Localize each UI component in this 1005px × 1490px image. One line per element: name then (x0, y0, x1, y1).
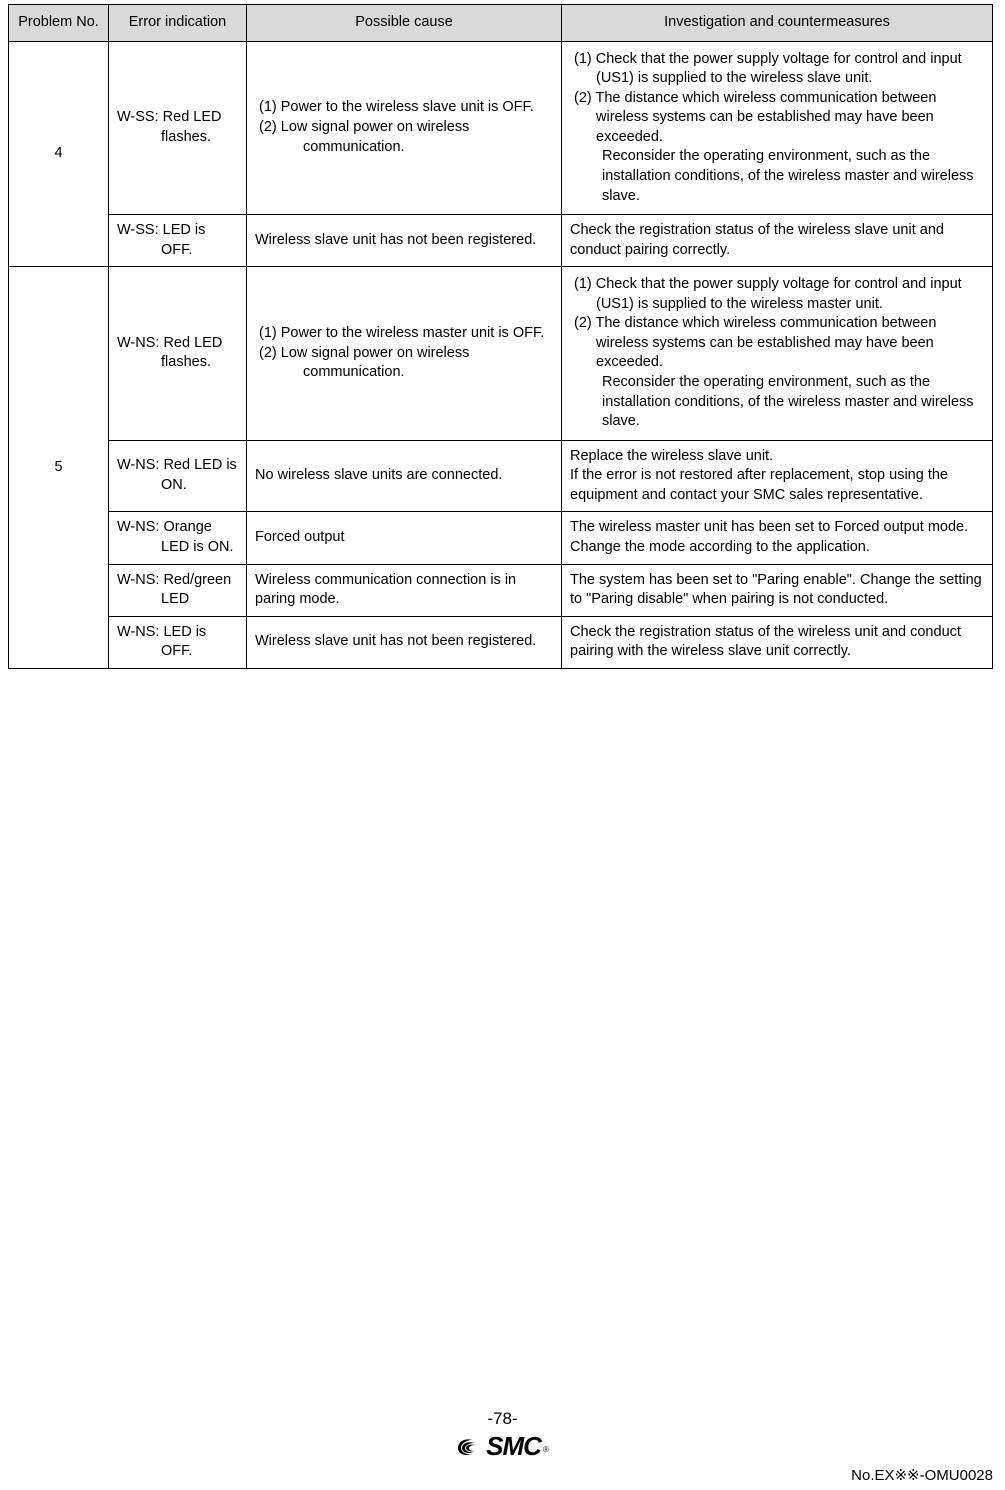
error-line2: flashes. (117, 353, 238, 373)
invest-item: (1) Check that the power supply voltage … (574, 275, 980, 314)
error-indication: W-NS: LED is OFF. (109, 616, 247, 668)
possible-cause: Wireless slave unit has not been registe… (247, 215, 562, 267)
logo-swirl-icon (456, 1435, 484, 1459)
invest-item-cont: Reconsider the operating environment, su… (574, 373, 980, 432)
error-line1: W-NS: Red/green (117, 572, 231, 588)
error-line2: OFF. (117, 642, 238, 662)
error-indication: W-SS: LED is OFF. (109, 215, 247, 267)
error-line1: W-NS: Orange (117, 519, 212, 535)
error-line2: ON. (117, 476, 238, 496)
error-line1: W-SS: Red LED (117, 109, 222, 125)
possible-cause: Wireless slave unit has not been registe… (247, 616, 562, 668)
invest-line: If the error is not restored after repla… (570, 466, 984, 505)
cause-item: (1) Power to the wireless master unit is… (259, 324, 549, 344)
cause-item: (2) Low signal power on wireless (259, 118, 549, 138)
error-line2: LED is ON. (117, 538, 238, 558)
invest-item-cont: Reconsider the operating environment, su… (574, 147, 980, 206)
problem-number: 4 (9, 41, 109, 267)
error-indication: W-NS: Orange LED is ON. (109, 512, 247, 564)
investigation: Check the registration status of the wir… (562, 616, 993, 668)
problem-number: 5 (9, 267, 109, 669)
invest-line: Replace the wireless slave unit. (570, 447, 984, 467)
error-indication: W-NS: Red LED is ON. (109, 440, 247, 512)
error-line1: W-NS: Red LED is (117, 457, 237, 473)
document-number: No.EX※※-OMU0028 (851, 1466, 993, 1484)
table-header-row: Problem No. Error indication Possible ca… (9, 5, 993, 42)
investigation: The wireless master unit has been set to… (562, 512, 993, 564)
error-indication: W-SS: Red LED flashes. (109, 41, 247, 215)
table-row: W-NS: Orange LED is ON. Forced output Th… (9, 512, 993, 564)
investigation: Replace the wireless slave unit. If the … (562, 440, 993, 512)
invest-item: (2) The distance which wireless communic… (574, 314, 980, 373)
invest-item: (2) The distance which wireless communic… (574, 89, 980, 148)
logo-text: SMC (486, 1431, 541, 1462)
error-indication: W-NS: Red/green LED (109, 564, 247, 616)
header-invest: Investigation and countermeasures (562, 5, 993, 42)
investigation: The system has been set to "Paring enabl… (562, 564, 993, 616)
error-line1: W-NS: LED is (117, 624, 206, 640)
registered-mark: ® (543, 1445, 549, 1454)
header-problem: Problem No. (9, 5, 109, 42)
header-cause: Possible cause (247, 5, 562, 42)
troubleshooting-table: Problem No. Error indication Possible ca… (8, 4, 993, 669)
error-indication: W-NS: Red LED flashes. (109, 267, 247, 441)
error-line2: flashes. (117, 128, 238, 148)
invest-item: (1) Check that the power supply voltage … (574, 50, 980, 89)
table-row: W-NS: Red LED is ON. No wireless slave u… (9, 440, 993, 512)
error-line1: W-NS: Red LED (117, 335, 222, 351)
error-line1: W-SS: LED is (117, 222, 205, 238)
investigation: Check the registration status of the wir… (562, 215, 993, 267)
cause-item: (2) Low signal power on wireless (259, 344, 549, 364)
possible-cause: Forced output (247, 512, 562, 564)
table-row: 4 W-SS: Red LED flashes. (1) Power to th… (9, 41, 993, 215)
cause-item-cont: communication. (259, 363, 549, 383)
table-row: 5 W-NS: Red LED flashes. (1) Power to th… (9, 267, 993, 441)
smc-logo: SMC ® (456, 1431, 549, 1462)
possible-cause: Wireless communication connection is in … (247, 564, 562, 616)
table-row: W-SS: LED is OFF. Wireless slave unit ha… (9, 215, 993, 267)
page-footer: -78- SMC ® (0, 1409, 1005, 1462)
possible-cause: (1) Power to the wireless slave unit is … (247, 41, 562, 215)
error-line2: LED (117, 590, 238, 610)
possible-cause: No wireless slave units are connected. (247, 440, 562, 512)
error-line2: OFF. (117, 241, 238, 261)
cause-item: (1) Power to the wireless slave unit is … (259, 98, 549, 118)
possible-cause: (1) Power to the wireless master unit is… (247, 267, 562, 441)
investigation: (1) Check that the power supply voltage … (562, 267, 993, 441)
header-error: Error indication (109, 5, 247, 42)
table-row: W-NS: Red/green LED Wireless communicati… (9, 564, 993, 616)
cause-item-cont: communication. (259, 138, 549, 158)
investigation: (1) Check that the power supply voltage … (562, 41, 993, 215)
table-row: W-NS: LED is OFF. Wireless slave unit ha… (9, 616, 993, 668)
page-number: -78- (0, 1409, 1005, 1429)
